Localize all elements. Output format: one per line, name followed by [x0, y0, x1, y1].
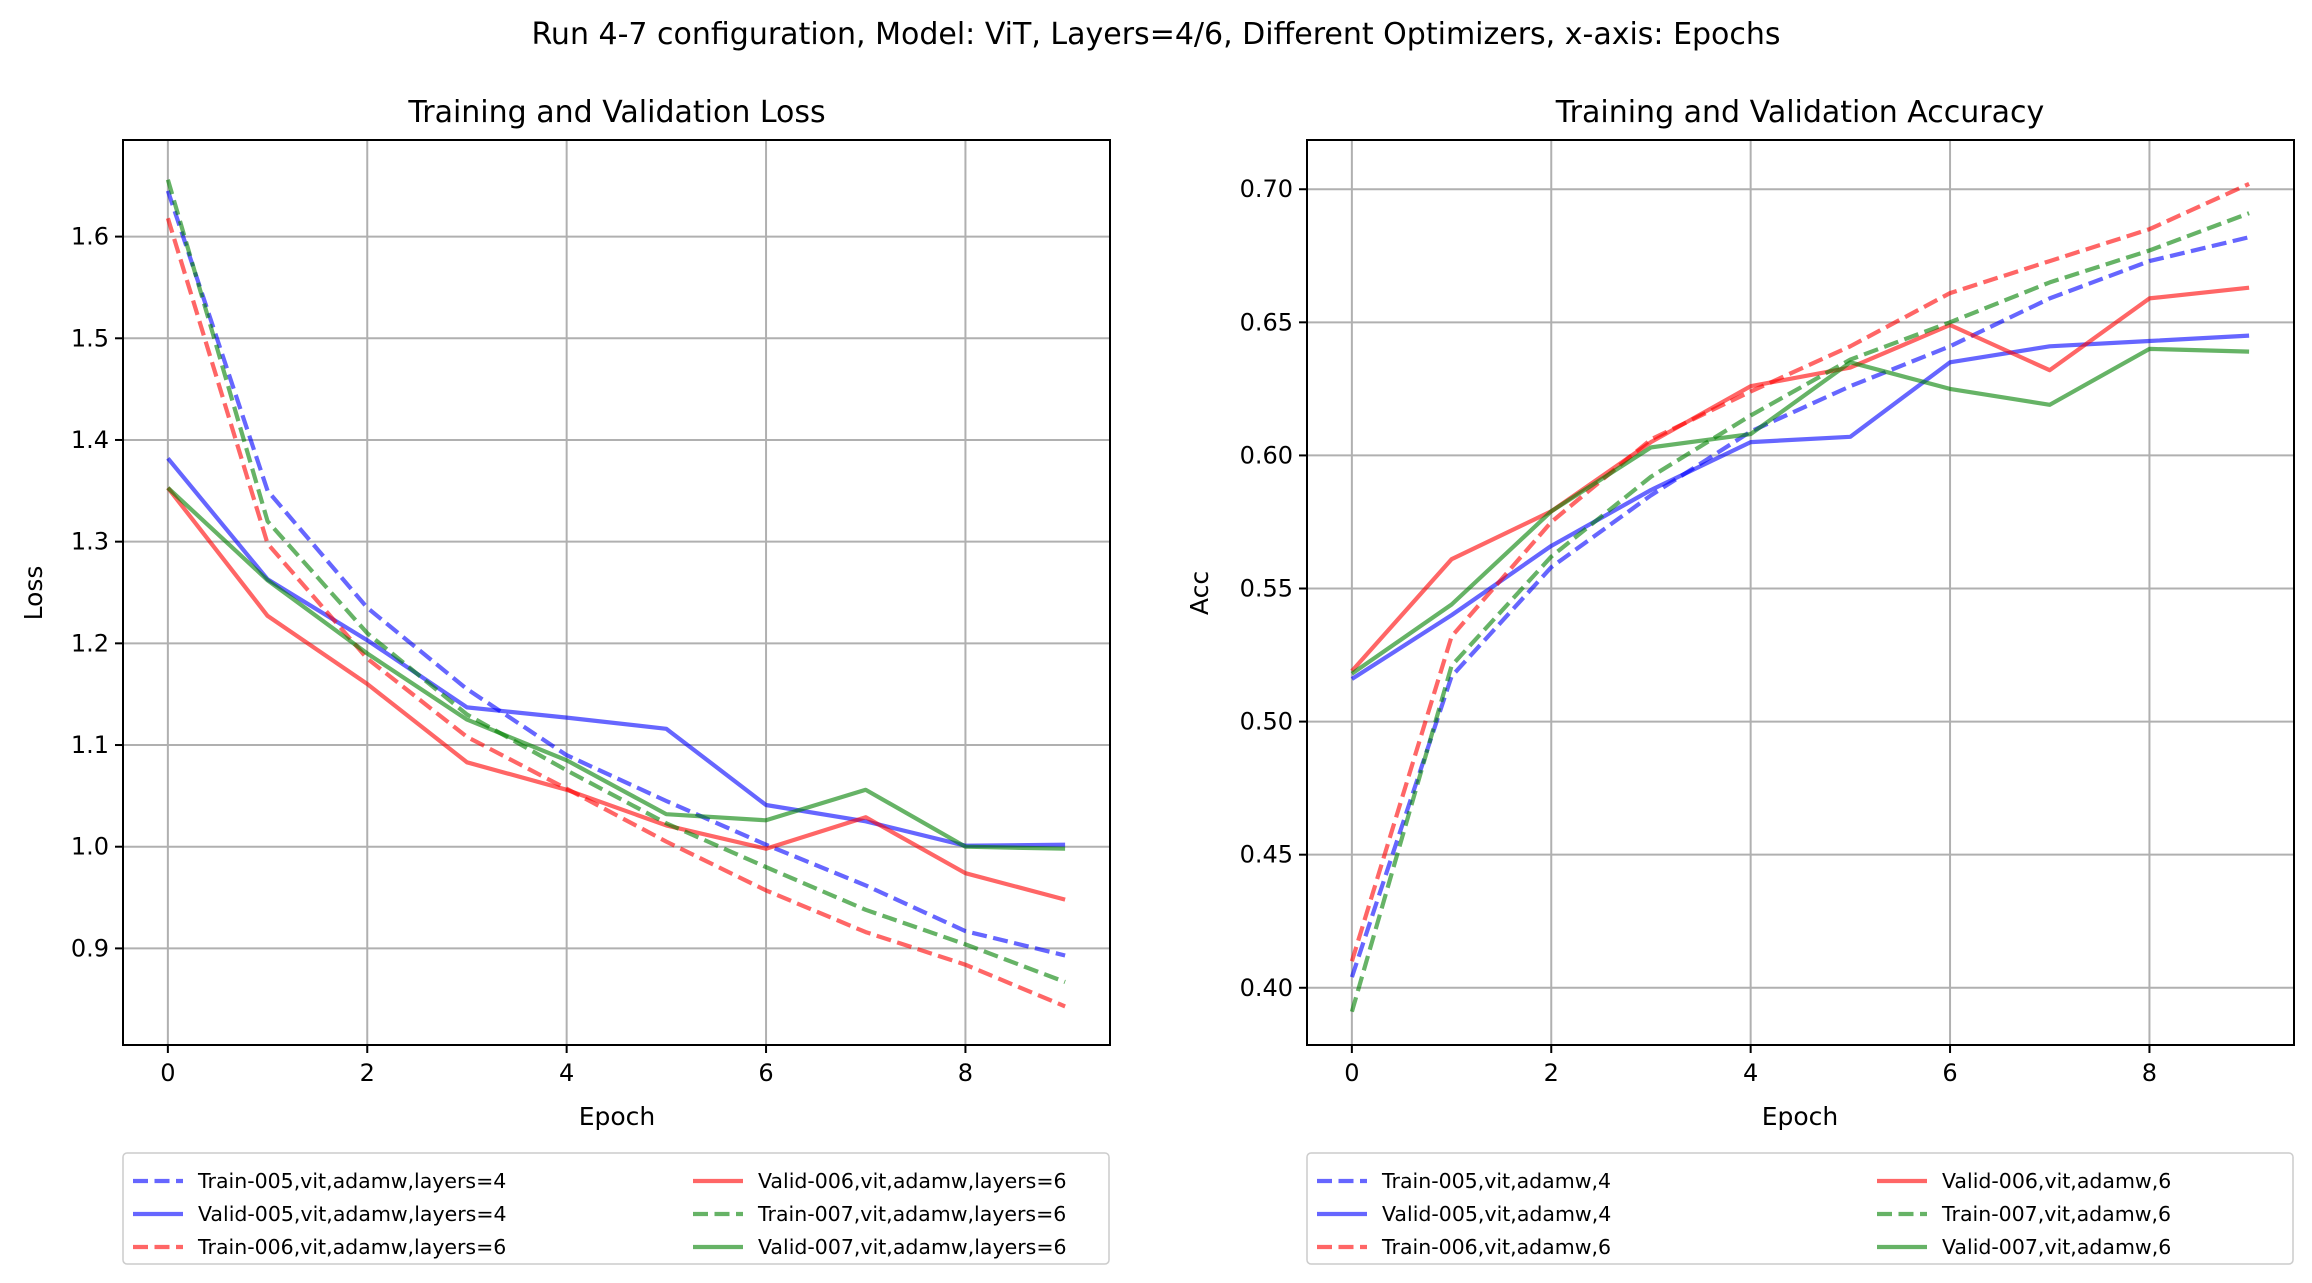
y-tick-label: 1.3	[71, 528, 109, 556]
x-tick-label: 2	[360, 1059, 375, 1087]
accuracy-axis-ticks: 0 2 4 6 8 0.40 0.45 0.50 0.55 0.60 0.65 0.70	[1240, 175, 2158, 1087]
accuracy-series-line-5	[1349, 211, 2250, 1013]
y-tick-label: 1.4	[71, 426, 109, 454]
accuracy-series-line-4	[1350, 285, 2250, 673]
y-tick-label: 1.2	[71, 629, 109, 657]
y-tick-label: 0.55	[1240, 575, 1293, 603]
y-tick-label: 0.50	[1240, 708, 1293, 736]
loss-series-line-2	[166, 456, 1066, 848]
x-tick-label: 2	[1544, 1059, 1559, 1087]
accuracy-gridlines	[1307, 140, 2294, 1045]
accuracy-legend: Train-005,vit,adamw,4 Valid-005,vit,adamw…	[1306, 1152, 2294, 1265]
loss-series-lines	[165, 179, 1066, 1009]
y-tick-label: 1.0	[71, 833, 109, 861]
loss-chart-title: Training and Validation Loss	[407, 95, 825, 130]
x-tick-label: 0	[160, 1059, 175, 1087]
y-tick-label: 1.1	[71, 731, 109, 759]
accuracy-legend-label-6: Valid-007,vit,adamw,6	[1942, 1235, 2171, 1259]
accuracy-series-lines	[1349, 181, 2250, 1013]
accuracy-legend-label-4: Valid-006,vit,adamw,6	[1942, 1169, 2171, 1193]
loss-series-line-3	[165, 217, 1066, 1009]
loss-series-line-1	[165, 190, 1066, 958]
loss-x-axis-label: Epoch	[579, 1102, 656, 1131]
loss-series-line-4	[166, 486, 1066, 902]
accuracy-legend-label-5: Train-007,vit,adamw,6	[1941, 1202, 2171, 1226]
loss-plot-frame	[122, 139, 1111, 1046]
y-tick-label: 1.5	[71, 324, 109, 352]
loss-axis-ticks: 0 2 4 6 8 0.9 1.0 1.1 1.2 1.3 1.4 1.5 1.6	[71, 223, 973, 1087]
x-tick-label: 4	[1743, 1059, 1758, 1087]
y-tick-label: 0.45	[1240, 841, 1293, 869]
loss-series-line-6	[166, 486, 1066, 851]
accuracy-legend-box	[1306, 1152, 2294, 1265]
y-tick-label: 0.9	[71, 934, 109, 962]
figure-suptitle: Run 4-7 configuration, Model: ViT, Layer…	[531, 17, 1780, 52]
y-tick-label: 1.6	[71, 223, 109, 251]
loss-legend-label-2: Valid-005,vit,adamw,layers=4	[198, 1202, 507, 1226]
accuracy-x-axis-label: Epoch	[1762, 1102, 1839, 1131]
loss-legend-label-6: Valid-007,vit,adamw,layers=6	[758, 1235, 1067, 1259]
loss-y-axis-label: Loss	[19, 566, 48, 621]
accuracy-legend-label-1: Train-005,vit,adamw,4	[1381, 1169, 1611, 1193]
loss-gridlines	[123, 140, 1110, 1045]
accuracy-panel: Training and Validation Accuracy 0 2 4 6 8 0.…	[1185, 95, 2295, 1265]
accuracy-plot-frame	[1306, 139, 2295, 1046]
accuracy-series-line-6	[1350, 346, 2250, 676]
loss-legend-label-4: Valid-006,vit,adamw,layers=6	[758, 1169, 1067, 1193]
x-tick-label: 4	[559, 1059, 574, 1087]
x-tick-label: 8	[2142, 1059, 2157, 1087]
accuracy-legend-label-2: Valid-005,vit,adamw,4	[1382, 1202, 1611, 1226]
accuracy-y-axis-label: Acc	[1185, 571, 1214, 615]
y-tick-label: 0.40	[1240, 974, 1293, 1002]
x-tick-label: 6	[1942, 1059, 1957, 1087]
loss-series-line-5	[165, 179, 1066, 984]
x-tick-label: 0	[1344, 1059, 1359, 1087]
y-tick-label: 0.70	[1240, 175, 1293, 203]
accuracy-series-line-3	[1349, 181, 2250, 962]
loss-legend: Train-005,vit,adamw,layers=4 Valid-005,vi…	[122, 1152, 1110, 1265]
loss-legend-box	[122, 1152, 1110, 1265]
accuracy-series-line-1	[1349, 235, 2250, 978]
loss-legend-label-1: Train-005,vit,adamw,layers=4	[197, 1169, 506, 1193]
loss-panel: Training and Validation Loss 0 2 4 6 8 0.9 1.0…	[19, 95, 1111, 1265]
x-tick-label: 8	[958, 1059, 973, 1087]
y-tick-label: 0.65	[1240, 308, 1293, 336]
x-tick-label: 6	[758, 1059, 773, 1087]
accuracy-chart-title: Training and Validation Accuracy	[1555, 95, 2045, 130]
loss-legend-label-3: Train-006,vit,adamw,layers=6	[197, 1235, 506, 1259]
accuracy-legend-label-3: Train-006,vit,adamw,6	[1381, 1235, 1611, 1259]
y-tick-label: 0.60	[1240, 441, 1293, 469]
loss-legend-label-5: Train-007,vit,adamw,layers=6	[757, 1202, 1066, 1226]
